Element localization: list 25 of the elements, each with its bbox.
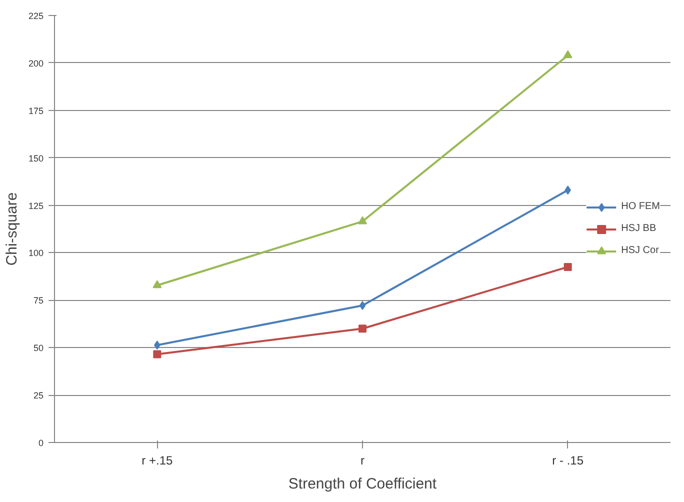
y-tick-label: 25 — [33, 390, 44, 401]
legend-label: HSJ Cor — [621, 245, 659, 256]
x-tick-label: r +.15 — [142, 454, 174, 468]
x-tick-label: r - .15 — [552, 454, 584, 468]
point — [358, 324, 366, 333]
y-tick-label: 175 — [28, 106, 44, 116]
y-tick-label: 225 — [28, 11, 44, 21]
y-tick-label: 50 — [33, 343, 44, 354]
point — [563, 50, 572, 58]
y-tick-label: 150 — [28, 153, 44, 164]
y-tick-label: 100 — [28, 248, 44, 258]
y-tick-label: 0 — [38, 438, 44, 448]
y-axis-title: Chi-square — [3, 192, 20, 266]
y-tick-label: 200 — [28, 58, 44, 68]
point — [564, 262, 572, 271]
y-tick-label: 75 — [33, 296, 44, 306]
legend-label: HSJ BB — [621, 223, 656, 234]
x-axis-title: Strength of Coefficient — [288, 476, 438, 492]
point — [153, 350, 162, 358]
point — [359, 300, 366, 310]
point — [358, 216, 367, 224]
y-tick-label: 125 — [28, 200, 44, 211]
legend-label: HO FEM — [621, 201, 660, 212]
x-tick-label: r — [360, 454, 364, 468]
point — [152, 280, 162, 288]
